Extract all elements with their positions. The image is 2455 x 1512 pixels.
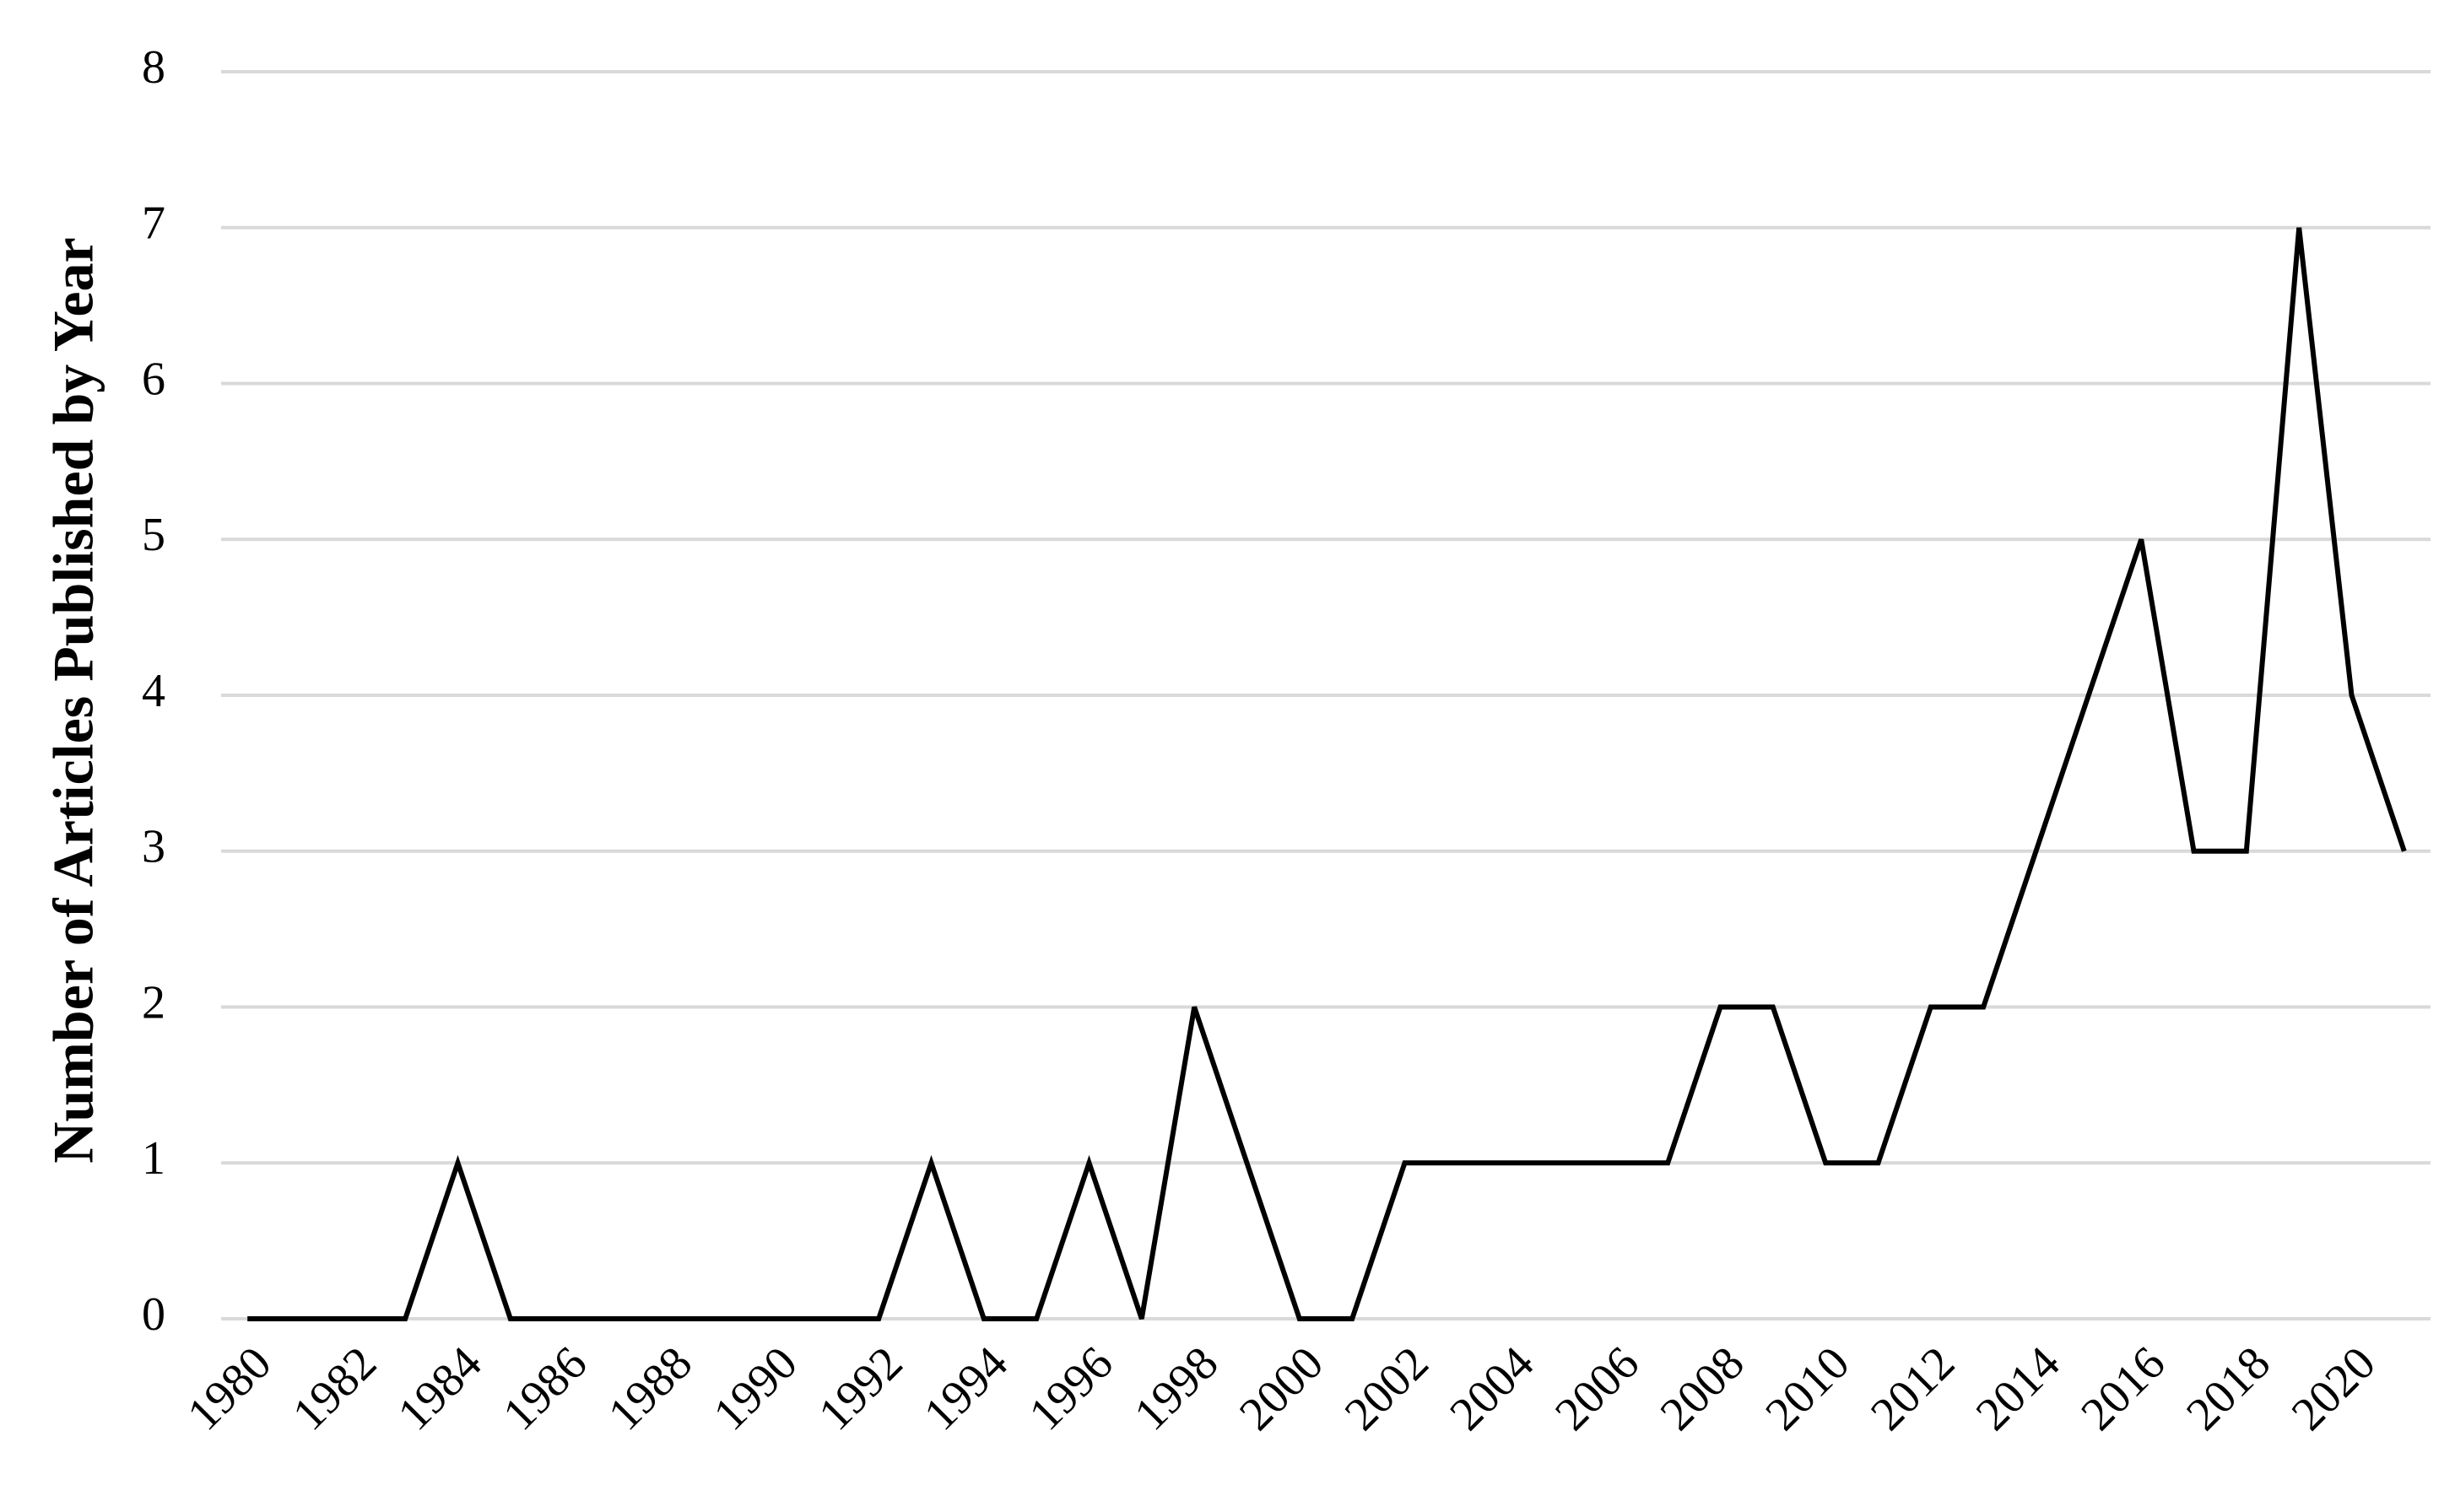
x-tick-label: 1992 [808, 1336, 912, 1440]
x-tick-label: 2018 [2177, 1336, 2280, 1440]
x-tick-label: 2000 [1230, 1336, 1333, 1440]
y-tick-label: 4 [142, 665, 165, 717]
x-tick-label: 1980 [177, 1336, 281, 1440]
x-tick-label: 1988 [598, 1336, 702, 1440]
x-tick-label: 1994 [914, 1336, 1018, 1440]
x-tick-label: 2002 [1335, 1336, 1439, 1440]
x-tick-label: 2014 [1966, 1336, 2070, 1440]
x-tick-label: 1996 [1019, 1336, 1123, 1440]
y-tick-label: 1 [142, 1132, 165, 1185]
x-tick-label: 2010 [1755, 1336, 1859, 1440]
x-tick-label: 2012 [1861, 1336, 1965, 1440]
y-tick-label: 7 [142, 197, 165, 250]
x-tick-label: 1982 [283, 1336, 387, 1440]
y-tick-label: 5 [142, 509, 165, 561]
y-axis-label: Number of Articles Published by Year [41, 237, 105, 1163]
x-tick-label: 1986 [493, 1336, 597, 1440]
x-tick-label: 2016 [2071, 1336, 2175, 1440]
x-tick-label: 1984 [388, 1336, 492, 1440]
y-tick-label: 2 [142, 976, 165, 1029]
y-tick-label: 0 [142, 1288, 165, 1341]
data-line [247, 227, 2407, 1321]
y-tick-label: 3 [142, 821, 165, 873]
x-tick-label: 2004 [1440, 1336, 1544, 1440]
x-tick-label: 1998 [1124, 1336, 1228, 1440]
y-tick-label: 6 [142, 353, 165, 405]
x-tick-label: 2008 [1651, 1336, 1755, 1440]
x-tick-label: 2020 [2282, 1336, 2386, 1440]
y-tick-label: 8 [142, 41, 165, 94]
x-tick-label: 1990 [704, 1336, 808, 1440]
x-tick-label: 2006 [1545, 1336, 1649, 1440]
